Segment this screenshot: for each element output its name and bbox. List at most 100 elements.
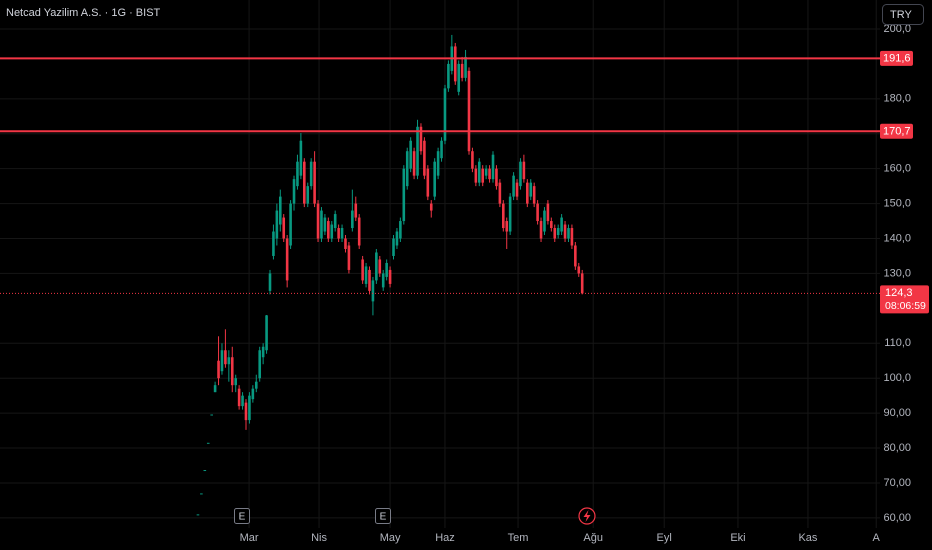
candle-body [526,182,529,204]
candle-body [306,186,310,204]
x-tick-label: Tem [508,532,529,544]
candle-body [227,357,231,365]
candle-body [309,161,313,187]
candle-body [574,245,577,267]
candle-body [481,168,485,183]
earnings-marker[interactable]: E [375,508,391,524]
candle-body [241,395,244,407]
x-tick-label: May [380,532,401,544]
candle-body [351,210,354,229]
candle-body [395,231,399,246]
earnings-box [375,508,391,524]
candle-body [275,210,279,239]
candle-body [402,168,406,222]
y-tick-label: 140,0 [883,232,911,244]
y-tick-label: 180,0 [883,93,911,105]
candle-body [423,140,426,176]
y-tick-label: 60,00 [883,512,911,524]
y-tick-label: 150,0 [883,197,911,209]
candle-body [375,252,378,281]
candle-body [436,151,440,176]
level-label: 191,6 [883,53,911,65]
candle-body [282,217,286,239]
candle-body [320,210,323,239]
last-price-box [880,285,929,314]
candle-body [200,493,203,495]
candle-body [550,221,553,229]
y-tick-label: 130,0 [883,267,911,279]
x-tick-label: Ağu [583,532,603,544]
currency[interactable]: TRY [890,9,912,21]
candle-body [278,196,282,225]
candle-body [464,56,467,78]
y-tick-label: 110,0 [884,337,911,349]
candle-body [515,182,519,197]
x-tick-label: Kas [798,532,817,544]
candle-body [330,224,334,239]
y-tick-label: 70,00 [883,477,911,489]
candle-body [460,63,464,78]
candle-body [323,217,327,232]
candle-body [577,266,581,274]
candle-body [567,228,570,239]
candle-body [546,203,550,222]
candle-body [471,151,474,169]
last-price-label: 124,3 [885,287,913,299]
candle-body [416,126,419,176]
candle-body [337,228,340,239]
candle-body [347,245,351,270]
grid [0,0,880,528]
candle-body [488,168,491,180]
y-tick-label: 160,0 [883,163,911,175]
candle-body [258,350,262,379]
candle-body [230,357,234,386]
candle-body [433,161,436,197]
currency-button[interactable] [882,4,924,25]
earnings-marker[interactable]: E [234,508,250,524]
countdown: 08:06:59 [885,300,926,312]
candle-body [484,168,488,176]
candle-body [405,151,409,187]
candle-body [237,388,241,407]
candle-body [203,470,207,472]
candle-body [543,210,546,232]
candle-body [299,140,303,176]
candle-body [303,161,306,204]
candle-body [333,214,337,229]
candle-body [381,273,385,288]
candle-body [368,269,371,291]
y-tick-label: 80,00 [883,442,911,454]
candle-body [213,385,217,393]
candle-body [392,238,395,256]
candle-body [357,217,361,246]
candle-body [409,140,412,169]
earnings-box [234,508,250,524]
candle-body [344,238,347,249]
candle-body [477,161,481,183]
lightning-icon [583,510,591,522]
candle-body [532,186,536,204]
candle-body [261,346,265,358]
candle-body [426,168,430,197]
candle-body [453,46,457,82]
candle-body [248,395,251,421]
plot [0,34,880,516]
y-tick-label: 200,0 [883,23,911,35]
candle-body [519,161,522,187]
candle-body [292,179,296,204]
candle-body [522,161,526,180]
candle-body [429,203,433,211]
x-tick-label: Nis [311,532,327,544]
candle-body [327,221,330,239]
candle-body [505,221,509,232]
dividend-marker[interactable] [578,507,596,525]
candle-body [440,140,443,159]
candle-body [313,161,316,204]
candle-body [467,70,471,152]
candle-body [210,414,213,416]
candle-body [512,175,515,197]
candle-body [580,273,584,294]
candle-body [224,350,227,365]
candle-body [289,203,292,246]
